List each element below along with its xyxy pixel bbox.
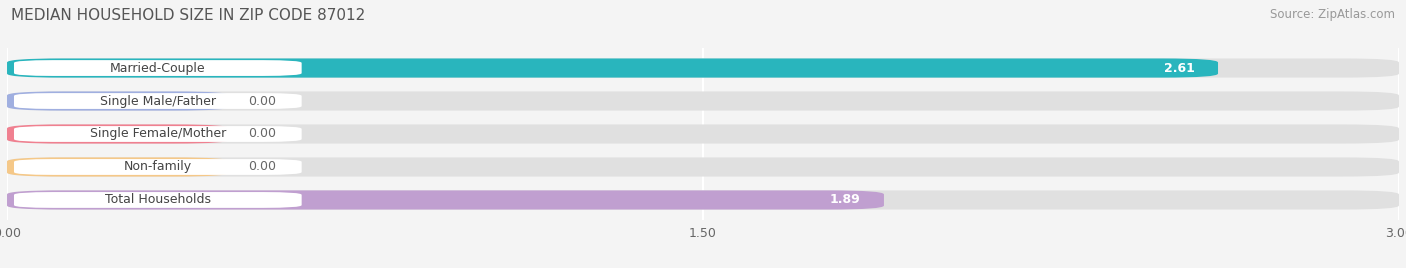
FancyBboxPatch shape (7, 91, 229, 111)
FancyBboxPatch shape (7, 124, 229, 144)
FancyBboxPatch shape (7, 190, 1399, 210)
Text: 0.00: 0.00 (249, 128, 277, 140)
FancyBboxPatch shape (14, 93, 302, 109)
FancyBboxPatch shape (14, 159, 302, 175)
FancyBboxPatch shape (7, 157, 229, 177)
FancyBboxPatch shape (14, 126, 302, 142)
Text: Single Male/Father: Single Male/Father (100, 95, 217, 107)
Text: 1.89: 1.89 (830, 193, 860, 206)
FancyBboxPatch shape (7, 58, 1399, 78)
FancyBboxPatch shape (7, 91, 1399, 111)
FancyBboxPatch shape (7, 190, 884, 210)
Text: Source: ZipAtlas.com: Source: ZipAtlas.com (1270, 8, 1395, 21)
FancyBboxPatch shape (7, 157, 1399, 177)
Text: Non-family: Non-family (124, 161, 191, 173)
Text: MEDIAN HOUSEHOLD SIZE IN ZIP CODE 87012: MEDIAN HOUSEHOLD SIZE IN ZIP CODE 87012 (11, 8, 366, 23)
FancyBboxPatch shape (7, 58, 1218, 78)
Text: Married-Couple: Married-Couple (110, 62, 205, 75)
Text: 0.00: 0.00 (249, 161, 277, 173)
FancyBboxPatch shape (14, 60, 302, 76)
Text: Single Female/Mother: Single Female/Mother (90, 128, 226, 140)
Text: 0.00: 0.00 (249, 95, 277, 107)
Text: Total Households: Total Households (105, 193, 211, 206)
FancyBboxPatch shape (14, 192, 302, 208)
Text: 2.61: 2.61 (1164, 62, 1195, 75)
FancyBboxPatch shape (7, 124, 1399, 144)
